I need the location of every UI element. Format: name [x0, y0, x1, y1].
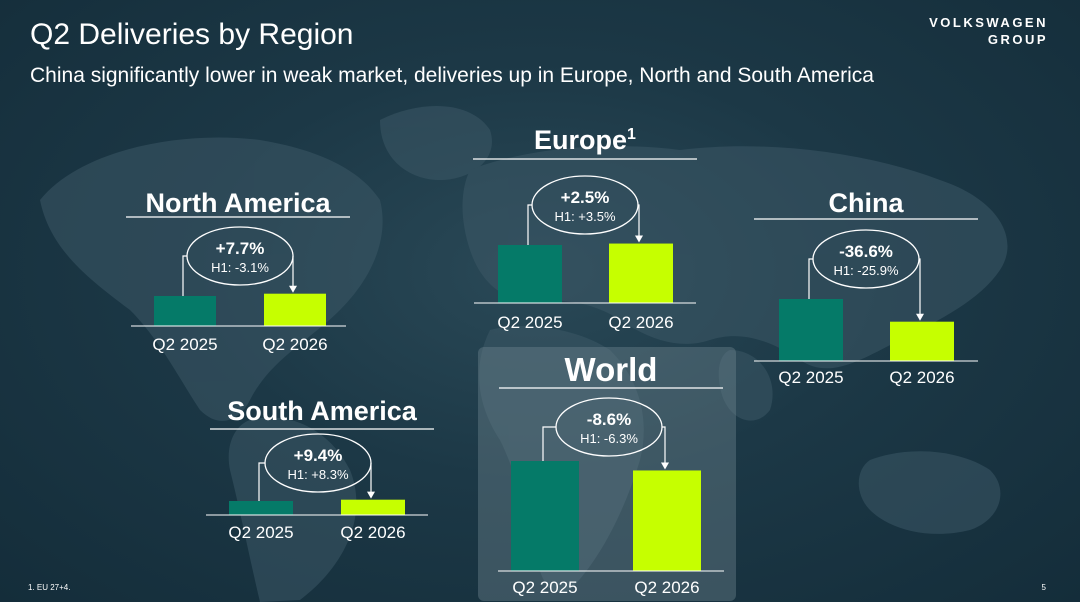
chart-europe: Europe1 Q2 2025 Q2 2026 +2.5% H1: +3.5%: [473, 125, 697, 332]
bar-china-q2-2026: [890, 321, 954, 361]
logo-line-2: GROUP: [987, 32, 1048, 47]
bar-north-america-q2-2026: [264, 293, 326, 326]
connector-right-world: [662, 426, 666, 465]
change-value-world: -8.6%: [587, 410, 631, 429]
chart-north-america: North America Q2 2025 Q2 2026 +7.7% H1: -3.1…: [126, 188, 350, 354]
arrow-head-world: [661, 462, 669, 470]
change-value-south-america: +9.4%: [294, 446, 343, 465]
arrow-head-south-america: [367, 491, 375, 499]
arrow-head-china: [916, 313, 924, 321]
connector-left-world: [542, 426, 556, 461]
bar-north-america-q2-2025: [154, 296, 216, 326]
chart-south-america: South America Q2 2025 Q2 2026 +9.4% H1: +8.3…: [206, 396, 434, 542]
h1-value-europe: H1: +3.5%: [554, 209, 616, 224]
page-subtitle: China significantly lower in weak market…: [30, 64, 874, 87]
change-badge-europe: [531, 175, 639, 235]
chart-world: World Q2 2025 Q2 2026 -8.6% H1: -6.3%: [498, 351, 724, 597]
connector-right-europe: [638, 204, 640, 238]
category-label-europe: Q2 2025: [497, 313, 562, 332]
bar-south-america-q2-2025: [229, 501, 293, 515]
arrow-head-europe: [635, 235, 643, 243]
page-number: 5: [1041, 583, 1046, 592]
connector-right-china: [919, 258, 921, 316]
chart-title-superscript: 1: [627, 126, 636, 143]
category-label-world: Q2 2026: [634, 578, 699, 597]
connector-left-north-america: [182, 255, 187, 296]
connector-left-europe: [527, 204, 532, 245]
h1-value-china: H1: -25.9%: [833, 263, 898, 278]
bar-europe-q2-2026: [609, 243, 673, 303]
h1-value-south-america: H1: +8.3%: [287, 467, 349, 482]
chart-title-europe: Europe1: [534, 125, 636, 155]
bar-south-america-q2-2026: [341, 499, 405, 515]
change-badge-world: [555, 397, 663, 457]
category-label-north-america: Q2 2025: [152, 335, 217, 354]
chart-title-south-america: South America: [227, 396, 418, 426]
category-label-north-america: Q2 2026: [262, 335, 327, 354]
category-label-china: Q2 2026: [889, 368, 954, 387]
change-badge-north-america: [186, 226, 294, 286]
logo-line-1: VOLKSWAGEN: [929, 15, 1048, 30]
volkswagen-group-logo: VOLKSWAGEN GROUP: [929, 14, 1048, 48]
page-title: Q2 Deliveries by Region: [30, 18, 354, 51]
category-label-europe: Q2 2026: [608, 313, 673, 332]
h1-value-north-america: H1: -3.1%: [211, 260, 269, 275]
bar-world-q2-2025: [511, 461, 579, 571]
chart-china: China Q2 2025 Q2 2026 -36.6% H1: -25.9%: [754, 188, 978, 387]
h1-value-world: H1: -6.3%: [580, 431, 638, 446]
connector-left-china: [808, 258, 813, 299]
category-label-china: Q2 2025: [778, 368, 843, 387]
change-value-europe: +2.5%: [561, 188, 610, 207]
category-label-world: Q2 2025: [512, 578, 577, 597]
change-badge-south-america: [264, 433, 372, 493]
change-value-china: -36.6%: [839, 242, 893, 261]
chart-title-china: China: [828, 188, 904, 218]
bar-europe-q2-2025: [498, 245, 562, 303]
category-label-south-america: Q2 2025: [228, 523, 293, 542]
connector-left-south-america: [258, 462, 265, 501]
bar-china-q2-2025: [779, 299, 843, 361]
footnote: 1. EU 27+4.: [28, 583, 71, 592]
arrow-head-north-america: [289, 285, 297, 293]
category-label-south-america: Q2 2026: [340, 523, 405, 542]
chart-title-north-america: North America: [145, 188, 331, 218]
change-badge-china: [812, 229, 920, 289]
bar-world-q2-2026: [633, 470, 701, 571]
change-value-north-america: +7.7%: [216, 239, 265, 258]
chart-title-world: World: [565, 351, 658, 388]
